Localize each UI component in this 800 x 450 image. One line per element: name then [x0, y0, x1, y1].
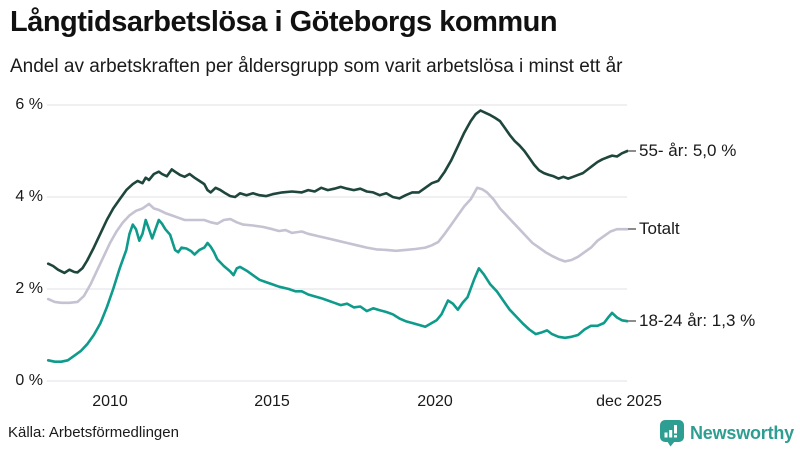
y-axis-tick-label: 4 % [15, 188, 43, 205]
chart-subtitle: Andel av arbetskraften per åldersgrupp s… [10, 56, 623, 77]
series-label-text: 18-24 år: 1,3 % [639, 311, 756, 330]
newsworthy-brand-link[interactable]: Newsworthy [659, 420, 794, 447]
newsworthy-brand-text: Newsworthy [689, 423, 794, 443]
y-axis-tick-label: 6 % [15, 96, 43, 113]
series-label-text: Totalt [639, 219, 680, 238]
y-axis-tick-label: 2 % [15, 280, 43, 297]
chart-title: Långtidsarbetslösa i Göteborgs kommun [10, 6, 558, 38]
x-axis-tick-label: dec 2025 [596, 393, 662, 410]
x-axis-tick-label: 2020 [417, 393, 453, 410]
x-axis-tick-label: 2010 [92, 393, 128, 410]
series-end-dash [628, 228, 636, 230]
series-label-18-24-ar: 18-24 år: 1,3 % [628, 311, 755, 331]
series-end-dash [628, 320, 636, 322]
series-end-dash [628, 150, 636, 152]
y-axis-tick-label: 0 % [15, 372, 43, 389]
series-label-text: 55- år: 5,0 % [639, 141, 737, 160]
newsworthy-logo-icon [659, 420, 684, 447]
x-axis-tick-label: 2015 [254, 393, 290, 410]
source-attribution: Källa: Arbetsförmedlingen [8, 424, 179, 441]
series-label-totalt: Totalt [628, 219, 680, 239]
series-label-55-ar: 55- år: 5,0 % [628, 141, 736, 161]
